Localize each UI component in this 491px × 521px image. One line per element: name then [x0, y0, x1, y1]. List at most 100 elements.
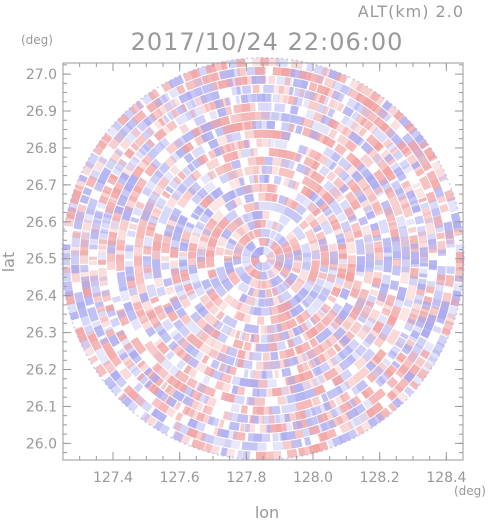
echo-cell: [74, 326, 85, 336]
echo-cell: [125, 307, 138, 322]
echo-cell: [236, 413, 249, 423]
echo-cell: [219, 115, 231, 126]
echo-cell: [419, 273, 428, 278]
echo-cell: [416, 225, 427, 238]
echo-cell: [266, 102, 272, 111]
echo-cell: [302, 99, 311, 109]
x-tick-label: 127.6: [160, 470, 200, 486]
echo-cell: [102, 359, 116, 375]
echo-cell: [286, 150, 302, 163]
echo-cell: [130, 336, 147, 355]
echo-cell: [161, 243, 171, 254]
echo-cell: [340, 115, 350, 125]
echo-cell: [284, 77, 291, 86]
echo-cell: [234, 76, 248, 86]
echo-cell: [330, 406, 344, 418]
echo-cell: [355, 379, 369, 393]
echo-cell: [153, 420, 170, 435]
echo-cell: [106, 198, 117, 209]
echo-cell: [337, 339, 347, 349]
echo-cell: [209, 81, 222, 92]
echo-cell: [338, 253, 347, 259]
echo-cell: [235, 226, 246, 237]
echo-cell: [130, 216, 140, 224]
echo-cell: [230, 159, 242, 170]
echo-cell: [224, 248, 233, 256]
echo-cell: [283, 258, 294, 271]
echo-cell: [269, 230, 277, 240]
echo-cell: [329, 251, 339, 265]
echo-cell: [116, 239, 126, 251]
echo-cell: [156, 341, 170, 355]
echo-cell: [98, 267, 107, 276]
echo-cell: [125, 127, 142, 144]
echo-cell: [157, 176, 171, 190]
echo-cell: [222, 410, 229, 420]
echo-cell: [114, 158, 128, 172]
echo-cell: [258, 271, 268, 280]
echo-cell: [126, 230, 136, 238]
echo-cell: [432, 325, 442, 334]
echo-cell: [292, 421, 298, 430]
echo-cell: [261, 279, 273, 289]
echo-cell: [337, 345, 354, 361]
echo-cell: [240, 148, 254, 158]
echo-cell: [128, 285, 138, 297]
echo-cell: [414, 356, 426, 368]
echo-cell: [318, 94, 327, 105]
echo-cell: [184, 343, 200, 358]
echo-cell: [236, 358, 244, 368]
echo-cell: [176, 183, 188, 194]
echo-cell: [274, 254, 284, 269]
echo-cell: [254, 66, 266, 75]
echo-cell: [98, 239, 108, 245]
echo-cell: [187, 418, 199, 429]
echo-cell: [195, 382, 207, 394]
echo-cell: [395, 356, 404, 365]
echo-cell: [439, 203, 449, 213]
y-tick-label: 26.9: [26, 104, 57, 120]
echo-cell: [446, 239, 455, 248]
echo-cell: [212, 319, 224, 331]
echo-cell: [238, 293, 248, 303]
echo-cell: [428, 249, 437, 253]
echo-cell: [271, 193, 279, 203]
echo-cell: [289, 105, 299, 115]
echo-cell: [62, 267, 72, 282]
echo-cell: [399, 332, 409, 340]
echo-cell: [368, 388, 387, 405]
echo-cell: [323, 96, 330, 106]
echo-cell: [359, 117, 368, 127]
echo-cell: [85, 197, 98, 216]
echo-cell: [98, 259, 107, 265]
echo-cell: [394, 336, 407, 349]
echo-cell: [308, 191, 319, 202]
echo-cell: [304, 228, 318, 245]
echo-cell: [419, 175, 432, 191]
echo-cell: [301, 349, 317, 362]
echo-cell: [135, 201, 145, 210]
echo-cell: [277, 94, 289, 104]
echo-cell: [322, 106, 330, 115]
echo-cell: [150, 407, 160, 418]
echo-cell: [413, 293, 424, 306]
echo-cell: [263, 451, 274, 460]
echo-cell: [207, 169, 217, 180]
echo-cell: [350, 183, 364, 199]
echo-cell: [306, 344, 325, 360]
echo-cell: [168, 340, 179, 351]
echo-cell: [372, 320, 385, 334]
echo-cell: [252, 84, 260, 93]
echo-cell: [332, 100, 342, 111]
echo-cell: [362, 398, 373, 410]
echo-cell: [311, 293, 327, 311]
echo-cell: [253, 201, 277, 212]
echo-cell: [281, 403, 298, 414]
echo-cell: [287, 338, 295, 348]
echo-cell: [141, 186, 153, 197]
echo-cell: [274, 103, 286, 113]
radar-echo-field: [61, 56, 465, 461]
echo-cell: [257, 388, 267, 397]
echo-cell: [286, 394, 297, 404]
